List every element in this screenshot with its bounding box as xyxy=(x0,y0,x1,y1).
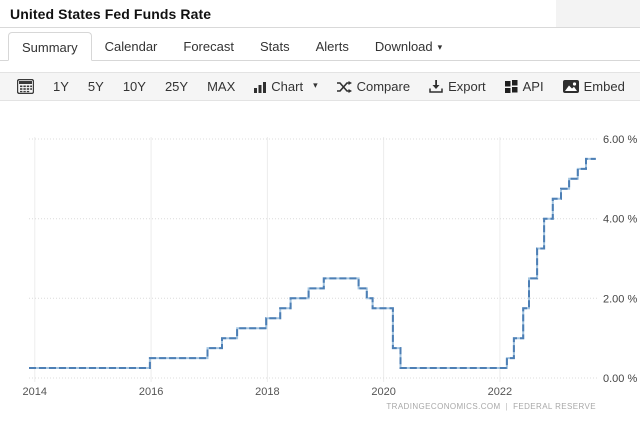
embed-button[interactable]: Embed xyxy=(560,77,628,96)
range-10y-button[interactable]: 10Y xyxy=(122,79,146,94)
header-right-panel xyxy=(556,0,640,27)
svg-text:2.00 %: 2.00 % xyxy=(603,293,637,305)
chart-area: 2014 2016 2018 2020 2022 0.00 % 2.00 % 4.00 % 6.… xyxy=(0,101,640,425)
svg-text:4.00 %: 4.00 % xyxy=(603,214,637,226)
attribution-divider: | xyxy=(505,402,509,411)
range-5y-button[interactable]: 5Y xyxy=(87,79,104,94)
embed-label: Embed xyxy=(583,79,625,94)
attribution-source: FEDERAL RESERVE xyxy=(513,402,596,411)
svg-text:2016: 2016 xyxy=(139,386,163,398)
tab-bar: Summary Calendar Forecast Stats Alerts D… xyxy=(0,28,640,61)
compare-button[interactable]: Compare xyxy=(334,77,413,96)
tab-forecast[interactable]: Forecast xyxy=(183,39,234,54)
chart-attribution: TRADINGECONOMICS.COM | FEDERAL RESERVE xyxy=(386,402,596,411)
tab-summary[interactable]: Summary xyxy=(8,32,92,61)
caret-down-icon: ▾ xyxy=(313,80,318,90)
page-title: United States Fed Funds Rate xyxy=(10,6,212,22)
svg-text:6.00 %: 6.00 % xyxy=(603,134,637,146)
datepicker-button[interactable] xyxy=(14,77,37,96)
grid-icon xyxy=(504,80,518,93)
api-button[interactable]: API xyxy=(502,77,547,96)
svg-text:0.00 %: 0.00 % xyxy=(603,373,637,385)
bar-chart-icon xyxy=(254,81,267,93)
svg-text:2014: 2014 xyxy=(23,386,47,398)
svg-text:2022: 2022 xyxy=(488,386,512,398)
tab-download-label: Download xyxy=(374,39,433,54)
tab-alerts[interactable]: Alerts xyxy=(315,39,349,54)
tab-stats[interactable]: Stats xyxy=(259,39,290,54)
tab-download[interactable]: Download ▾ xyxy=(362,32,455,60)
datepicker-icon xyxy=(17,79,34,94)
page-header: United States Fed Funds Rate xyxy=(0,0,640,28)
export-button[interactable]: Export xyxy=(426,77,489,96)
range-25y-button[interactable]: 25Y xyxy=(164,79,189,94)
svg-text:2020: 2020 xyxy=(371,386,395,398)
download-icon xyxy=(429,80,443,93)
tab-calendar[interactable]: Calendar xyxy=(104,39,158,54)
fed-funds-step-chart: 2014 2016 2018 2020 2022 0.00 % 2.00 % 4.00 % 6.… xyxy=(23,134,638,398)
svg-text:2018: 2018 xyxy=(255,386,279,398)
range-max-button[interactable]: MAX xyxy=(207,79,236,94)
chart-type-label: Chart xyxy=(271,79,304,94)
export-label: Export xyxy=(448,79,486,94)
image-icon xyxy=(562,80,579,93)
api-label: API xyxy=(522,79,544,94)
caret-down-icon: ▾ xyxy=(437,42,443,52)
compare-label: Compare xyxy=(356,79,411,94)
chart-type-button[interactable]: Chart ▾ xyxy=(251,77,320,96)
attribution-site: TRADINGECONOMICS.COM xyxy=(386,402,501,411)
shuffle-icon xyxy=(336,80,352,93)
chart-toolbar: 1Y 5Y 10Y 25Y MAX Chart ▾ xyxy=(0,72,640,101)
range-1y-button[interactable]: 1Y xyxy=(53,79,69,94)
